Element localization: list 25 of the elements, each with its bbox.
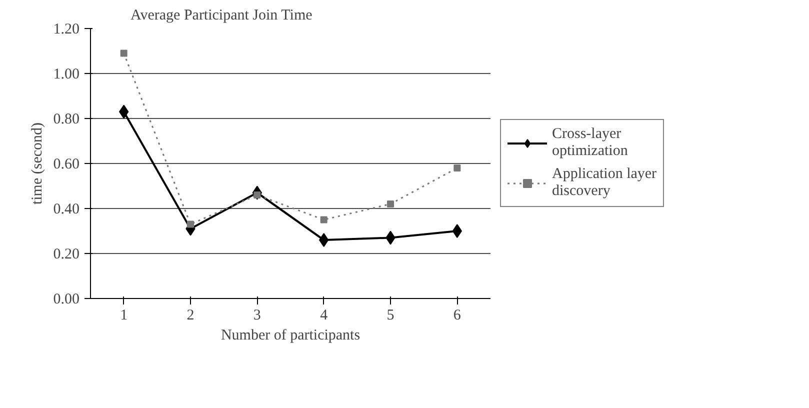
x-axis-title: Number of participants — [220, 328, 360, 344]
y-tick-label: 0.40 — [53, 202, 80, 218]
y-tick-label: 0.60 — [53, 156, 80, 172]
y-tick-label: 0.20 — [53, 246, 80, 262]
x-tick-label: 4 — [320, 308, 328, 324]
point — [387, 200, 394, 208]
y-tick-label: 1.20 — [53, 22, 80, 38]
x-tick-label: 3 — [253, 308, 261, 324]
point — [452, 224, 462, 238]
y-axis-title: time (second) — [29, 122, 46, 205]
x-tick-label: 6 — [453, 308, 462, 324]
chart-title: Average Participant Join Time — [130, 8, 313, 24]
legend-label: Application layer discovery — [552, 166, 657, 200]
x-tick-label: 1 — [120, 308, 128, 324]
point — [319, 233, 329, 247]
y-tick-label: 1.00 — [53, 66, 80, 82]
point — [454, 164, 461, 172]
y-tick-label: 0.80 — [53, 112, 80, 128]
point — [120, 50, 128, 57]
point — [320, 216, 328, 224]
legend-label: Cross-layer optimization — [552, 126, 628, 160]
x-tick-label: 5 — [386, 308, 394, 324]
point — [187, 220, 194, 228]
x-tick-label: 2 — [186, 308, 194, 324]
y-tick-label: 0.00 — [53, 292, 80, 308]
